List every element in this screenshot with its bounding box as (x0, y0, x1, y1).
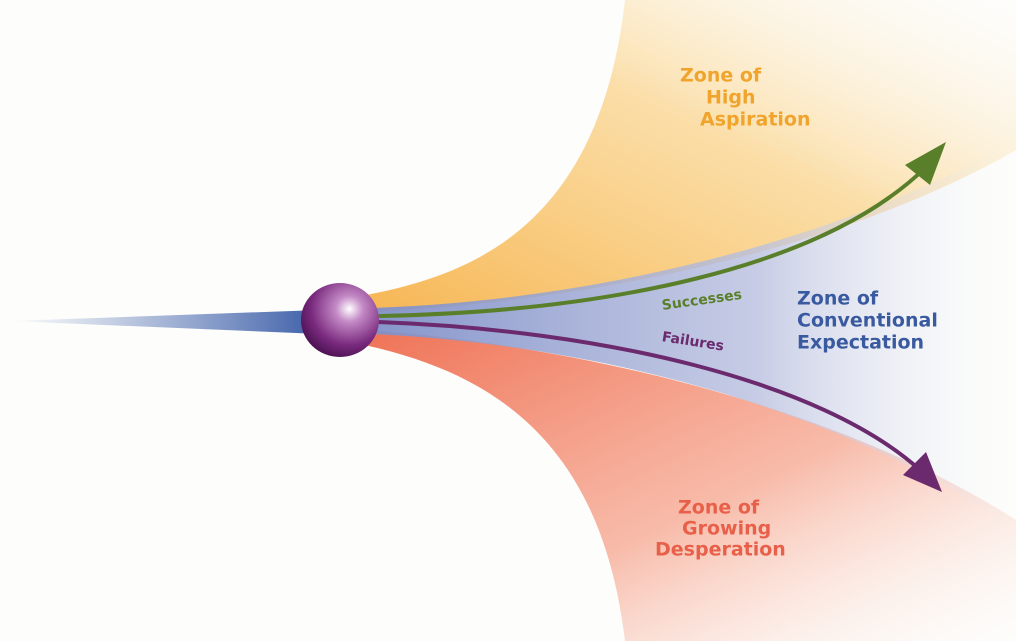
zone-conventional (370, 140, 1016, 530)
zone-label: Zone of (678, 497, 760, 519)
zone-desperation (360, 330, 1016, 641)
success-arrowhead (905, 142, 946, 185)
failure-arrow (377, 320, 922, 472)
tail (10, 310, 320, 334)
zone-label: Conventional (797, 310, 938, 332)
zone-label: Aspiration (700, 109, 811, 131)
zone-label: Zone of (797, 288, 879, 310)
sphere (301, 283, 379, 357)
zone-label: High (706, 87, 756, 109)
zone-label: Desperation (655, 539, 786, 561)
zone-label: Zone of (680, 65, 762, 87)
success-arrow (377, 166, 927, 318)
zone-label: Expectation (797, 332, 924, 354)
failure-arrowhead (903, 452, 942, 492)
zone-label: Growing (682, 518, 771, 540)
zone-aspiration (360, 0, 1016, 312)
